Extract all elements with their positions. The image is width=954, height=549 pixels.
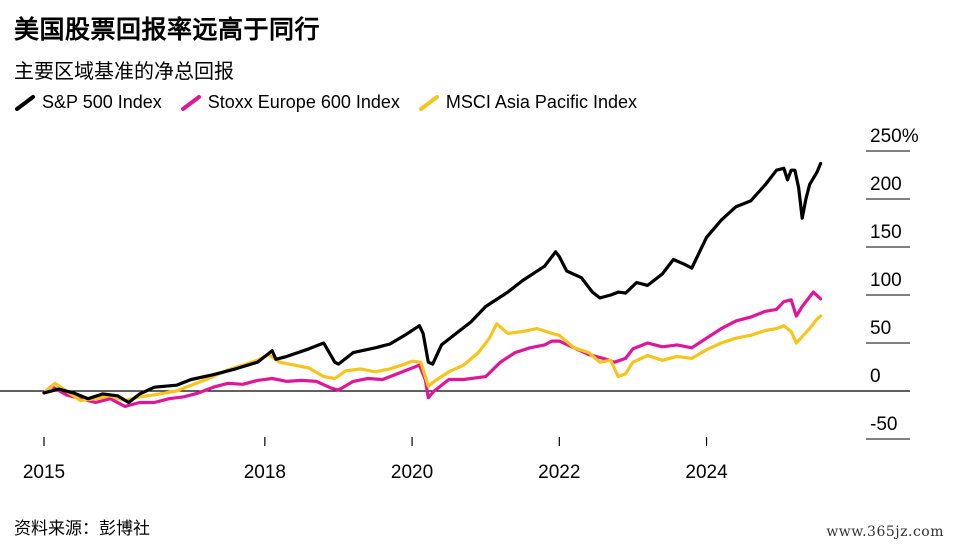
y-tick-label: -50	[870, 414, 897, 435]
x-ticks: 2015 2018 2020 2022 2024	[23, 437, 728, 483]
legend-item-stoxx600: Stoxx Europe 600 Index	[180, 92, 400, 113]
legend-swatch-msci-apac	[418, 94, 439, 111]
legend-swatch-sp500	[15, 94, 35, 111]
y-gridlines	[0, 150, 910, 440]
x-tick-label: 2020	[391, 462, 433, 483]
y-tick-label: 0	[870, 366, 881, 387]
y-tick-label: 50	[870, 318, 891, 339]
watermark: www.365jz.com	[826, 524, 944, 540]
y-tick-label: 200	[870, 174, 902, 195]
source-note: 资料来源：彭博社	[14, 519, 150, 539]
legend-swatch-stoxx600	[180, 94, 201, 111]
legend-label-msci-apac: MSCI Asia Pacific Index	[445, 92, 637, 112]
series-stoxx600-line	[42, 290, 823, 408]
legend-item-sp500: S&P 500 Index	[14, 92, 162, 113]
y-tick-label: 100	[870, 270, 902, 291]
x-tick-label: 2015	[23, 462, 65, 483]
legend-item-msci-apac: MSCI Asia Pacific Index	[418, 92, 637, 113]
legend-label-sp500: S&P 500 Index	[42, 92, 162, 112]
chart-subtitle: 主要区域基准的净总回报	[14, 59, 234, 83]
x-tick-label: 2022	[538, 462, 580, 483]
series-lines	[42, 161, 823, 408]
y-tick-label: 150	[870, 222, 902, 243]
x-tick-label: 2018	[244, 462, 286, 483]
series-msci-apac-line	[42, 314, 823, 403]
series-sp500-line	[42, 161, 823, 405]
legend-label-stoxx600: Stoxx Europe 600 Index	[207, 92, 400, 112]
y-tick-label: 250%	[870, 126, 919, 147]
x-tick-label: 2024	[685, 462, 728, 483]
y-tick-labels: 250% 200 150 100 50 0 -50	[870, 126, 919, 435]
chart-title: 美国股票回报率远高于同行	[14, 15, 321, 44]
legend: S&P 500 Index Stoxx Europe 600 Index MSC…	[14, 92, 655, 113]
